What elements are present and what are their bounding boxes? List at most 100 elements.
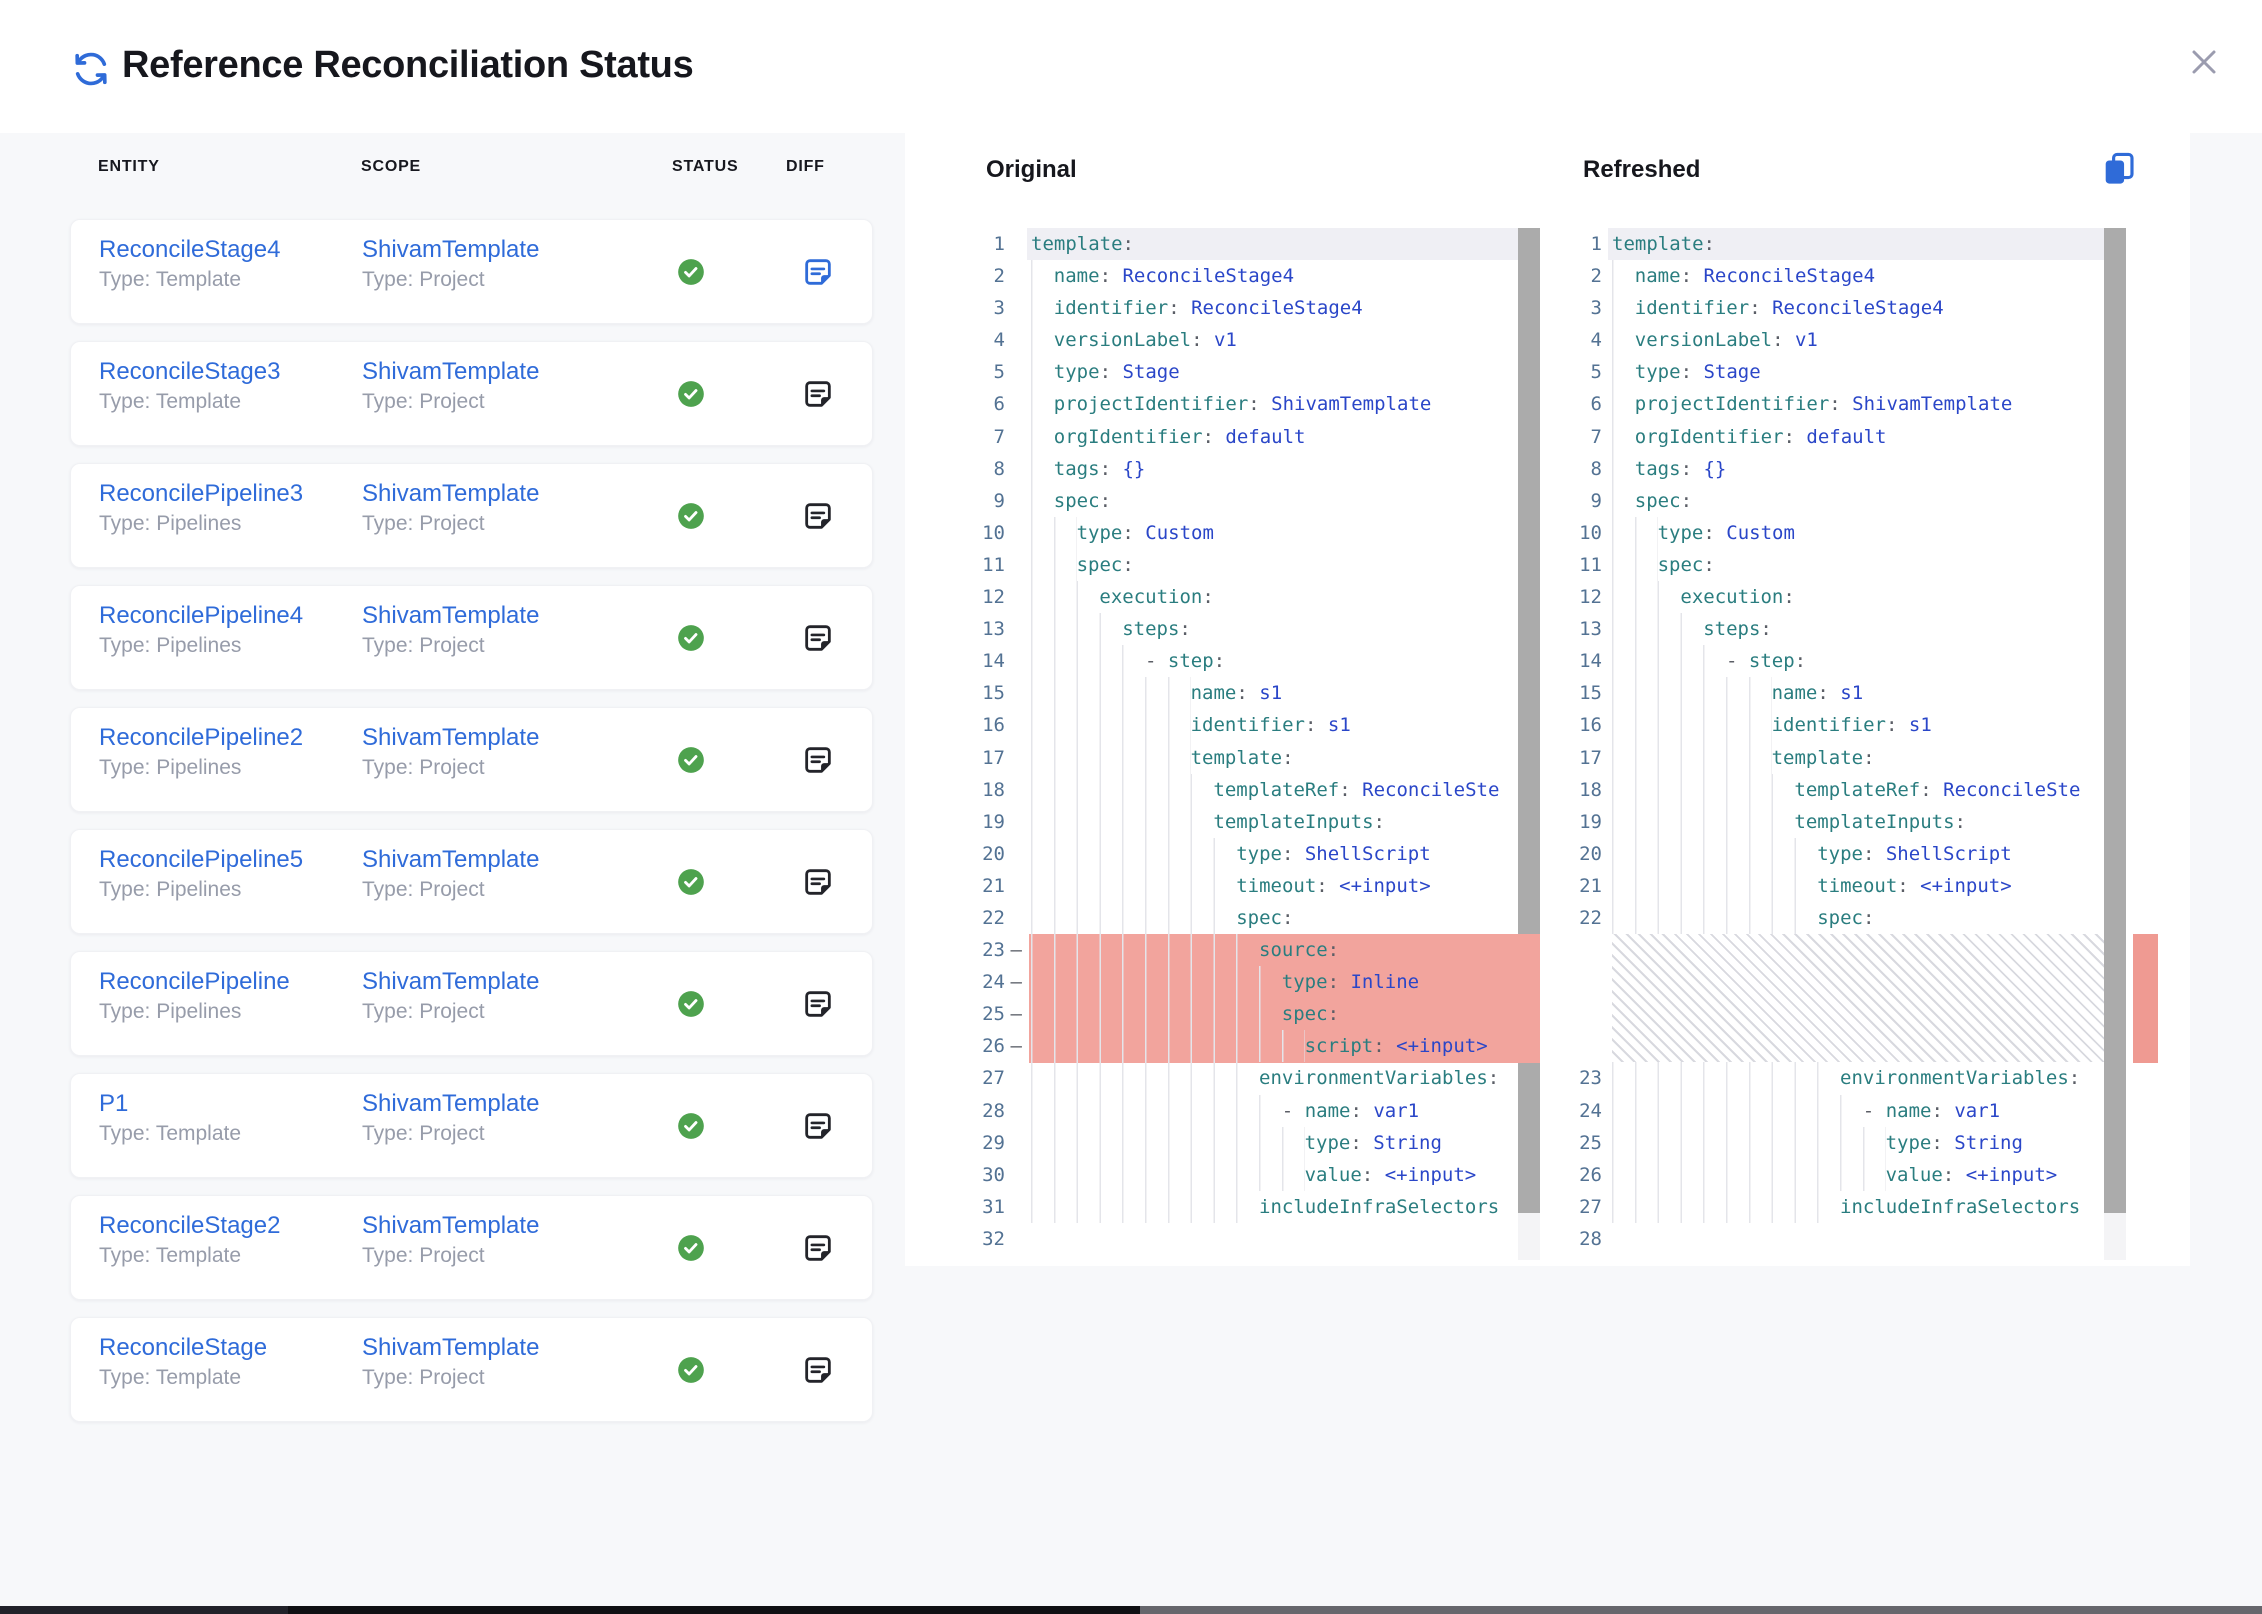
entity-link[interactable]: ReconcilePipeline2 <box>99 724 304 751</box>
entity-type: Type: Pipelines <box>99 878 242 901</box>
scope-link[interactable]: ShivamTemplate <box>362 1090 540 1117</box>
scope-type: Type: Project <box>362 512 485 535</box>
diff-button[interactable] <box>802 988 834 1020</box>
entity-type: Type: Template <box>99 268 242 291</box>
table-row: ReconcilePipeline Type: Pipelines ShivamTe… <box>70 951 873 1056</box>
line-number: 9 <box>993 489 1005 512</box>
entity-link[interactable]: ReconcileStage4 <box>99 236 281 263</box>
scope-link[interactable]: ShivamTemplate <box>362 724 540 751</box>
refreshed-panel-title: Refreshed <box>1583 156 1701 183</box>
code-line: templateInputs: <box>1031 805 1540 838</box>
bottom-bar-left <box>0 1606 288 1614</box>
scope-type: Type: Project <box>362 1122 485 1145</box>
line-number: 28 <box>1579 1227 1602 1250</box>
copy-icon[interactable] <box>2100 150 2138 188</box>
original-code-panel[interactable]: 1 2 3 4 5 6 7 8 9 10 11 12 13 14 15 16 17 18 19 20 21 22 23–24… <box>951 228 1540 1260</box>
column-header-diff: DIFF <box>786 158 825 175</box>
entity-link[interactable]: ReconcileStage3 <box>99 358 281 385</box>
scope-link[interactable]: ShivamTemplate <box>362 1334 540 1361</box>
status-badge <box>677 1356 705 1384</box>
code-line: type: Stage <box>1612 356 2104 389</box>
scope-type: Type: Project <box>362 1366 485 1389</box>
table-row: ReconcilePipeline4 Type: Pipelines ShivamT… <box>70 585 873 690</box>
line-number: 8 <box>1590 457 1602 480</box>
code-line: type: Custom <box>1031 516 1540 549</box>
code-line: steps: <box>1031 613 1540 646</box>
diff-button[interactable] <box>802 622 834 654</box>
entity-link[interactable]: ReconcileStage2 <box>99 1212 281 1239</box>
refreshed-code-panel[interactable]: 1 2 3 4 5 6 7 8 9 10 11 12 13 14 15 16 17 18 19 20 21 22 23 24 2… <box>1552 228 2126 1260</box>
diff-note-icon <box>805 991 831 1017</box>
line-number: 2 <box>993 265 1005 288</box>
entity-link[interactable]: ReconcilePipeline4 <box>99 602 304 629</box>
diff-filler-hatch <box>1612 934 2104 1063</box>
line-number: 7 <box>993 425 1005 448</box>
diff-button[interactable] <box>802 500 834 532</box>
code-line: - step: <box>1612 645 2104 678</box>
line-number: 4 <box>993 329 1005 352</box>
line-number: 15 <box>982 682 1005 705</box>
diff-button[interactable] <box>802 1354 834 1386</box>
table-row: ReconcileStage4 Type: Template ShivamTempl… <box>70 219 873 324</box>
entity-link[interactable]: ReconcilePipeline <box>99 968 290 995</box>
code-line <box>1612 1223 2104 1255</box>
diff-button[interactable] <box>802 866 834 898</box>
scope-link[interactable]: ShivamTemplate <box>362 480 540 507</box>
success-check-icon <box>678 1357 704 1383</box>
line-number: 3 <box>1590 297 1602 320</box>
code-line: orgIdentifier: default <box>1031 420 1540 453</box>
code-line: - name: var1 <box>1031 1094 1540 1127</box>
code-line: environmentVariables: <box>1031 1062 1540 1095</box>
code-line: projectIdentifier: ShivamTemplate <box>1031 388 1540 421</box>
column-header-status: STATUS <box>672 158 739 175</box>
entity-link[interactable]: P1 <box>99 1090 129 1117</box>
scope-link[interactable]: ShivamTemplate <box>362 236 540 263</box>
scope-link[interactable]: ShivamTemplate <box>362 846 540 873</box>
entity-type: Type: Pipelines <box>99 1000 242 1023</box>
code-line: versionLabel: v1 <box>1612 324 2104 357</box>
entity-link[interactable]: ReconcilePipeline3 <box>99 480 304 507</box>
code-line: versionLabel: v1 <box>1031 324 1540 357</box>
line-number: 2 <box>1590 265 1602 288</box>
entity-type: Type: Template <box>99 1244 242 1267</box>
page-title: Reference Reconciliation Status <box>122 44 694 86</box>
column-header-entity: ENTITY <box>98 158 160 175</box>
line-number: 19 <box>982 810 1005 833</box>
entity-type: Type: Pipelines <box>99 634 242 657</box>
diff-button[interactable] <box>802 256 834 288</box>
table-row: ReconcilePipeline2 Type: Pipelines ShivamT… <box>70 707 873 812</box>
refreshed-scrollbar[interactable] <box>2104 228 2126 1260</box>
entity-link[interactable]: ReconcilePipeline5 <box>99 846 304 873</box>
diff-button[interactable] <box>802 744 834 776</box>
line-number: 22 <box>982 906 1005 929</box>
entity-type: Type: Template <box>99 390 242 413</box>
code-line: environmentVariables: <box>1612 1062 2104 1095</box>
refreshed-code[interactable]: template: name: ReconcileStage4 identifier… <box>1612 228 2104 1255</box>
original-code[interactable]: template: name: ReconcileStage4 identifier… <box>1031 228 1540 1255</box>
status-badge <box>677 990 705 1018</box>
line-number: 21 <box>982 874 1005 897</box>
close-icon[interactable] <box>2184 42 2224 82</box>
line-number: 17 <box>982 746 1005 769</box>
diff-button[interactable] <box>802 1232 834 1264</box>
line-number: 21 <box>1579 874 1602 897</box>
entity-link[interactable]: ReconcileStage <box>99 1334 268 1361</box>
scope-link[interactable]: ShivamTemplate <box>362 1212 540 1239</box>
scope-link[interactable]: ShivamTemplate <box>362 968 540 995</box>
line-number: 10 <box>982 521 1005 544</box>
line-number: 12 <box>1579 586 1602 609</box>
diff-note-icon <box>805 625 831 651</box>
diff-button[interactable] <box>802 1110 834 1142</box>
line-number: 32 <box>982 1227 1005 1250</box>
entity-type: Type: Pipelines <box>99 512 242 535</box>
scope-link[interactable]: ShivamTemplate <box>362 358 540 385</box>
diff-button[interactable] <box>802 378 834 410</box>
code-line-removed: type: Inline <box>1031 966 1540 999</box>
scope-link[interactable]: ShivamTemplate <box>362 602 540 629</box>
bottom-bar-right <box>1140 1606 2262 1614</box>
original-panel-title: Original <box>986 156 1077 183</box>
line-number: 20 <box>982 842 1005 865</box>
line-number: 6 <box>1590 393 1602 416</box>
entity-type: Type: Template <box>99 1122 242 1145</box>
